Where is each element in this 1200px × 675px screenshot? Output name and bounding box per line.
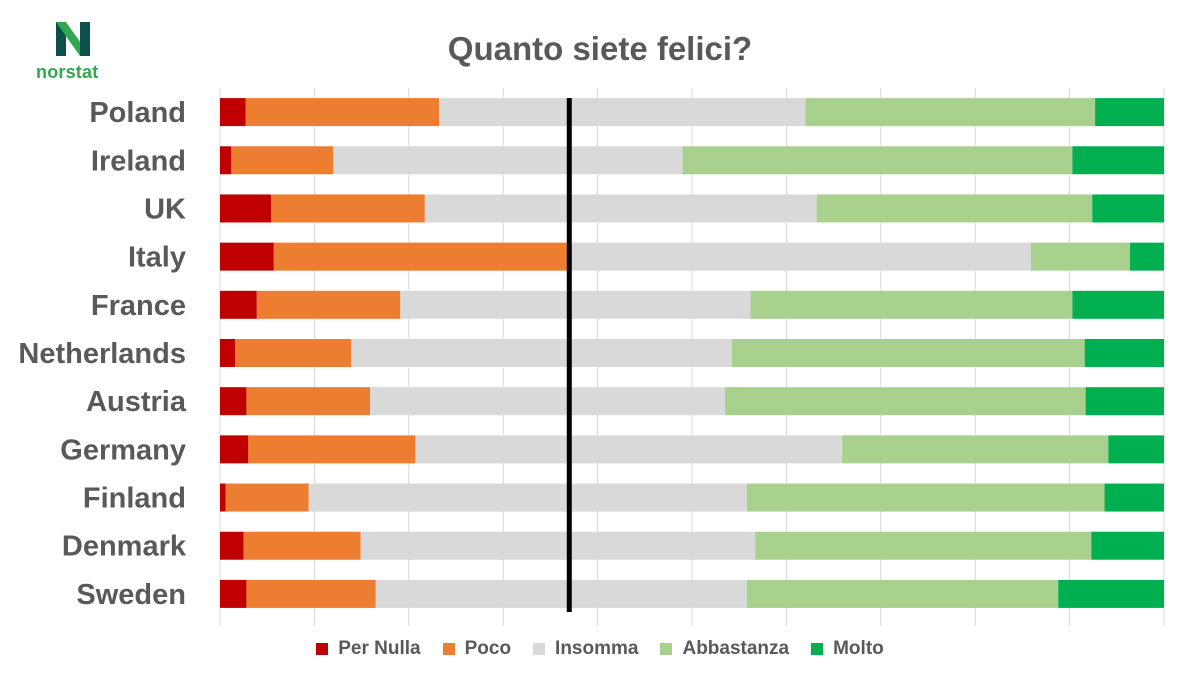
bar-segment <box>220 242 274 271</box>
legend-swatch <box>533 643 546 655</box>
bar-segment <box>333 146 683 175</box>
bar-segment <box>400 290 751 319</box>
bar-segment <box>567 242 1031 271</box>
legend-swatch <box>316 643 329 655</box>
legend-label: Molto <box>833 638 884 659</box>
bar-segment <box>375 579 747 608</box>
bar-segment <box>746 483 1105 512</box>
bar-segment <box>220 339 236 367</box>
chart-title: Quanto siete felici? <box>447 30 753 67</box>
bar-segment <box>220 435 249 464</box>
legend-label: Abbastanza <box>682 638 790 659</box>
bar-segment <box>220 98 246 127</box>
legend-item: Poco <box>442 638 512 660</box>
bar-segment <box>220 531 244 560</box>
norstat-logo <box>56 22 90 56</box>
bar-segment <box>256 290 401 319</box>
category-labels: Poland Ireland UK Italy France Netherlands Aus… <box>18 97 186 611</box>
bar-segment <box>1030 242 1131 271</box>
category-label: Ireland <box>91 145 186 177</box>
bar-segment <box>220 483 226 512</box>
category-label: France <box>91 290 186 322</box>
bar-segment <box>370 387 726 416</box>
bar-segment <box>231 146 334 175</box>
bar-segment <box>220 387 247 416</box>
bar-segment <box>1085 387 1164 416</box>
bar-segment <box>273 242 568 271</box>
legend-item: Insomma <box>533 638 638 660</box>
bar-segment <box>1091 531 1164 560</box>
bar-segment <box>750 290 1073 319</box>
legend-label: Per Nulla <box>338 638 421 659</box>
legend-item: Molto <box>811 638 884 660</box>
bar-segment <box>816 194 1093 223</box>
bar-segment <box>220 194 271 223</box>
legend-item: Abbastanza <box>660 638 789 660</box>
bar-segment <box>725 387 1086 416</box>
bar-segment <box>235 339 352 367</box>
bar-segment <box>246 387 371 416</box>
bar-segment <box>246 579 376 608</box>
bar-segment <box>682 146 1073 175</box>
category-label: Denmark <box>62 531 187 563</box>
category-label: Sweden <box>76 579 186 611</box>
bar-segment <box>248 435 416 464</box>
bar-segment <box>1104 483 1164 512</box>
bars <box>220 98 1164 608</box>
bar-segment <box>245 98 440 127</box>
legend-label: Poco <box>464 638 512 659</box>
logo-n-right <box>80 22 90 56</box>
bar-segment <box>1108 435 1164 464</box>
bar-segment <box>1084 339 1164 367</box>
legend-label: Insomma <box>555 638 639 659</box>
bar-segment <box>270 194 425 223</box>
bar-segment <box>220 290 257 319</box>
category-label: Italy <box>128 242 186 274</box>
category-label: UK <box>144 193 186 225</box>
legend-item: Per Nulla <box>316 638 421 660</box>
bar-segment <box>755 531 1092 560</box>
category-label: Germany <box>60 434 186 466</box>
legend-swatch <box>442 643 455 655</box>
bar-segment <box>746 579 1059 608</box>
bar-segment <box>220 579 247 608</box>
category-label: Netherlands <box>18 338 186 370</box>
bar-segment <box>1130 242 1164 271</box>
bar-segment <box>308 483 747 512</box>
legend: Per Nulla Poco Insomma Abbastanza Molto <box>0 638 1200 660</box>
bar-segment <box>351 339 732 367</box>
bar-segment <box>1058 579 1164 608</box>
bar-segment <box>360 531 756 560</box>
bar-segment <box>805 98 1096 127</box>
legend-swatch <box>660 643 673 655</box>
bar-segment <box>731 339 1085 367</box>
legend-swatch <box>811 643 824 655</box>
bar-segment <box>1072 146 1164 175</box>
bar-segment <box>424 194 817 223</box>
bar-segment <box>439 98 806 127</box>
bar-segment <box>225 483 309 512</box>
category-label: Finland <box>83 483 186 515</box>
logo-wordmark: norstat <box>36 62 99 82</box>
category-label: Austria <box>86 386 187 418</box>
bar-segment <box>1092 194 1164 223</box>
bar-segment <box>243 531 361 560</box>
bar-segment <box>415 435 843 464</box>
bar-segment <box>842 435 1109 464</box>
bar-segment <box>220 146 232 175</box>
category-label: Poland <box>89 97 186 129</box>
bar-segment <box>1072 290 1164 319</box>
bar-segment <box>1095 98 1164 127</box>
